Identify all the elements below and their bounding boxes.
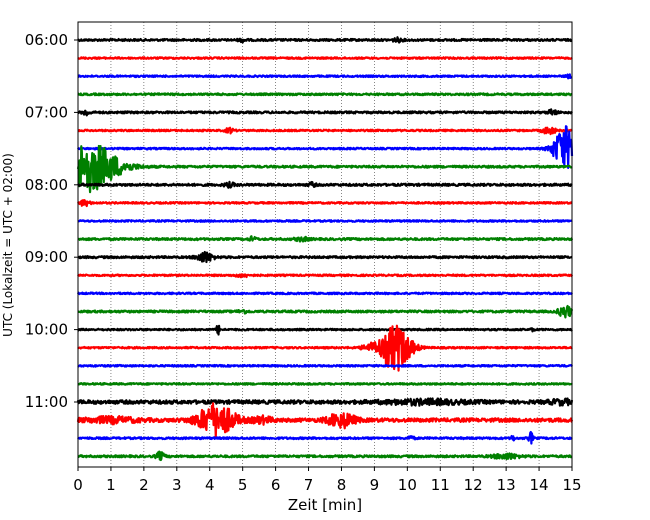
x-tick-label: 9	[370, 476, 380, 494]
y-tick-label: 09:00	[25, 248, 68, 266]
trace-row	[77, 56, 573, 60]
trace-row	[77, 304, 574, 319]
y-tick-label: 06:00	[25, 31, 68, 49]
y-tick-label: 08:00	[25, 176, 68, 194]
y-tick-label: 11:00	[25, 393, 68, 411]
trace-row	[77, 199, 573, 208]
trace-row	[77, 36, 573, 44]
trace-row	[76, 144, 573, 194]
vertical-gridlines	[110, 22, 540, 467]
y-axis-label: UTC (Lokalzeit = UTC + 02:00)	[1, 153, 15, 337]
trace-row	[76, 291, 573, 296]
x-tick-label: 15	[562, 476, 581, 494]
trace-row	[77, 235, 574, 243]
x-tick-label: 3	[172, 476, 182, 494]
x-axis-label: Zeit [min]	[288, 496, 362, 514]
x-tick-label: 14	[530, 476, 549, 494]
trace-row	[77, 108, 573, 117]
trace-row	[77, 430, 573, 445]
x-tick-label: 10	[398, 476, 417, 494]
x-tick-label: 11	[431, 476, 450, 494]
trace-row	[77, 125, 574, 170]
trace-row	[77, 126, 573, 136]
trace-row	[77, 219, 573, 223]
x-tick-label: 4	[205, 476, 215, 494]
trace-row	[77, 92, 573, 97]
trace-row	[76, 397, 574, 407]
x-tick-label: 13	[497, 476, 516, 494]
x-tick-label: 0	[73, 476, 83, 494]
x-tick-label: 5	[238, 476, 248, 494]
trace-row	[77, 382, 573, 386]
x-tick-label: 12	[464, 476, 483, 494]
x-tick-label: 8	[337, 476, 347, 494]
y-tick-label: 07:00	[25, 103, 68, 121]
trace-row	[77, 180, 573, 189]
trace-row	[77, 273, 574, 279]
x-tick-label: 6	[271, 476, 281, 494]
plot-frame	[77, 21, 573, 468]
trace-row	[77, 363, 573, 368]
trace-row	[77, 73, 573, 80]
trace-row	[77, 324, 573, 372]
trace-row	[76, 402, 574, 438]
y-axis-ticks: 06:00 07:00 08:00 09:00 10:00 11:00	[25, 31, 78, 411]
x-tick-label: 2	[139, 476, 149, 494]
trace-row	[77, 250, 573, 264]
y-tick-label: 10:00	[25, 321, 68, 339]
trace-row	[76, 324, 573, 336]
seismogram-traces	[76, 36, 574, 462]
trace-row	[77, 450, 573, 462]
x-tick-label: 1	[106, 476, 116, 494]
x-tick-label: 7	[304, 476, 314, 494]
x-axis-ticks: 0 1 2 3 4 5 6 7 8 9 10 11 12 13 14 15	[73, 467, 582, 494]
